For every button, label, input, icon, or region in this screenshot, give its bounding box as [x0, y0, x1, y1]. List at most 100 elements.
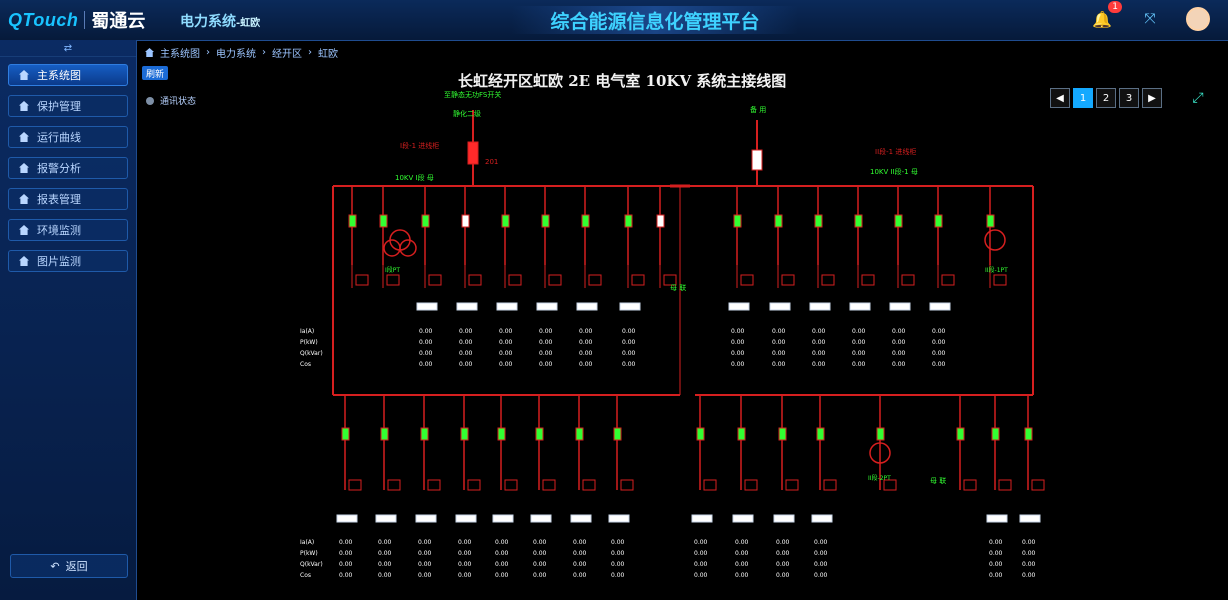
breaker-lower [956, 427, 965, 441]
meter-box-lower [415, 514, 437, 523]
value-upper: 0.00 [812, 339, 826, 346]
value-lower: 0.00 [1022, 561, 1036, 568]
app-title: 综合能源信息化管理平台 [512, 6, 798, 34]
row-label-lower: Ia(A) [300, 539, 314, 546]
meter-box-lower [986, 514, 1008, 523]
breaker-left-label: 201 [485, 158, 498, 166]
breaker-upper [733, 214, 742, 228]
meter-box-lower [375, 514, 397, 523]
sidebar-item-main-diagram[interactable]: 主系统图 [8, 64, 128, 86]
feed-label-2: 静化二级 [453, 109, 481, 118]
value-upper: 0.00 [852, 350, 866, 357]
value-upper: 0.00 [932, 339, 946, 346]
value-upper: 0.00 [459, 328, 473, 335]
ground-upper [740, 274, 754, 286]
bus-right-label: 10KV II段-1 母 [870, 167, 918, 176]
value-lower: 0.00 [1022, 572, 1036, 579]
pager-next[interactable]: ▶ [1142, 88, 1162, 108]
ground-lower [883, 479, 897, 491]
ground-upper [428, 274, 442, 286]
value-upper: 0.00 [852, 361, 866, 368]
value-upper: 0.00 [892, 339, 906, 346]
row-label-lower: P(kW) [300, 550, 318, 557]
value-upper: 0.00 [459, 339, 473, 346]
sidebar-item-alarms[interactable]: 报警分析 [8, 157, 128, 179]
value-upper: 0.00 [622, 361, 636, 368]
ground-upper [821, 274, 835, 286]
refresh-button[interactable]: 刷新 [142, 66, 168, 80]
module-title[interactable]: 电力系统-虹欧 [180, 11, 260, 31]
breadcrumb: 主系统图 › 电力系统 › 经开区 › 虹欧 [145, 45, 338, 60]
bell-icon[interactable]: 🔔 1 [1090, 1, 1122, 31]
ground-upper [588, 274, 602, 286]
sidebar-item-protection[interactable]: 保护管理 [8, 95, 128, 117]
transformer-left-c [399, 239, 417, 257]
meter-box-lower [691, 514, 713, 523]
breadcrumb-item[interactable]: 主系统图 [160, 49, 200, 60]
transformer-left-b [383, 239, 401, 257]
back-button[interactable]: ↶ 返回 [10, 554, 128, 578]
transformer-right [984, 229, 1006, 251]
sidebar-item-environment[interactable]: 环境监测 [8, 219, 128, 241]
value-lower: 0.00 [533, 561, 547, 568]
comm-status: 通讯状态 [146, 94, 196, 107]
sidebar-item-images[interactable]: 图片监测 [8, 250, 128, 272]
breaker-lower [535, 427, 544, 441]
ground-upper [861, 274, 875, 286]
sidebar-item-curves[interactable]: 运行曲线 [8, 126, 128, 148]
value-lower: 0.00 [533, 572, 547, 579]
notification-badge: 1 [1108, 1, 1122, 13]
meter-box-upper [929, 302, 951, 311]
value-lower: 0.00 [989, 561, 1003, 568]
value-lower: 0.00 [533, 539, 547, 546]
chevron-right-icon: › [308, 47, 312, 58]
fullscreen-icon[interactable]: ⤢ [1192, 90, 1204, 106]
sidebar-item-label: 环境监测 [37, 224, 81, 237]
pager-prev[interactable]: ◀ [1050, 88, 1070, 108]
diagram-title: 长虹经开区虹欧 2E 电气室 10KV 系统主接线图 [458, 72, 787, 90]
value-upper: 0.00 [579, 350, 593, 357]
breadcrumb-item[interactable]: 虹欧 [318, 49, 338, 60]
value-lower: 0.00 [814, 550, 828, 557]
sidebar-item-label: 报表管理 [37, 193, 81, 206]
row-label-upper: Cos [300, 361, 311, 368]
transformer-right-label: II段-1PT [985, 266, 1008, 274]
ground-upper [781, 274, 795, 286]
comm-status-label: 通讯状态 [160, 97, 197, 107]
value-lower: 0.00 [573, 561, 587, 568]
value-upper: 0.00 [622, 328, 636, 335]
expand-icon[interactable]: ⤧ [1144, 11, 1156, 27]
ground-lower [427, 479, 441, 491]
breaker-lower [816, 427, 825, 441]
collapse-icon[interactable]: ⇄ [0, 40, 136, 57]
value-lower: 0.00 [694, 572, 708, 579]
home-icon [19, 163, 29, 173]
value-lower: 0.00 [418, 561, 432, 568]
value-lower: 0.00 [989, 550, 1003, 557]
breaker-lower [497, 427, 506, 441]
pager-page-1[interactable]: 1 [1073, 88, 1093, 108]
value-upper: 0.00 [772, 350, 786, 357]
breaker-upper [814, 214, 823, 228]
value-lower: 0.00 [814, 572, 828, 579]
ground-lower [620, 479, 634, 491]
meter-box-upper [576, 302, 598, 311]
value-lower: 0.00 [694, 550, 708, 557]
breaker-upper [379, 214, 388, 228]
value-upper: 0.00 [579, 328, 593, 335]
value-lower: 0.00 [694, 561, 708, 568]
chevron-right-icon: › [262, 47, 266, 58]
value-lower: 0.00 [814, 561, 828, 568]
breadcrumb-item[interactable]: 经开区 [272, 49, 302, 60]
sidebar-item-reports[interactable]: 报表管理 [8, 188, 128, 210]
breadcrumb-item[interactable]: 电力系统 [216, 49, 256, 60]
value-lower: 0.00 [814, 539, 828, 546]
value-upper: 0.00 [932, 328, 946, 335]
avatar[interactable] [1186, 7, 1210, 31]
meter-box-upper [809, 302, 831, 311]
pager-page-2[interactable]: 2 [1096, 88, 1116, 108]
value-lower: 0.00 [495, 572, 509, 579]
value-lower: 0.00 [776, 572, 790, 579]
pager-page-3[interactable]: 3 [1119, 88, 1139, 108]
breaker-lower [420, 427, 429, 441]
